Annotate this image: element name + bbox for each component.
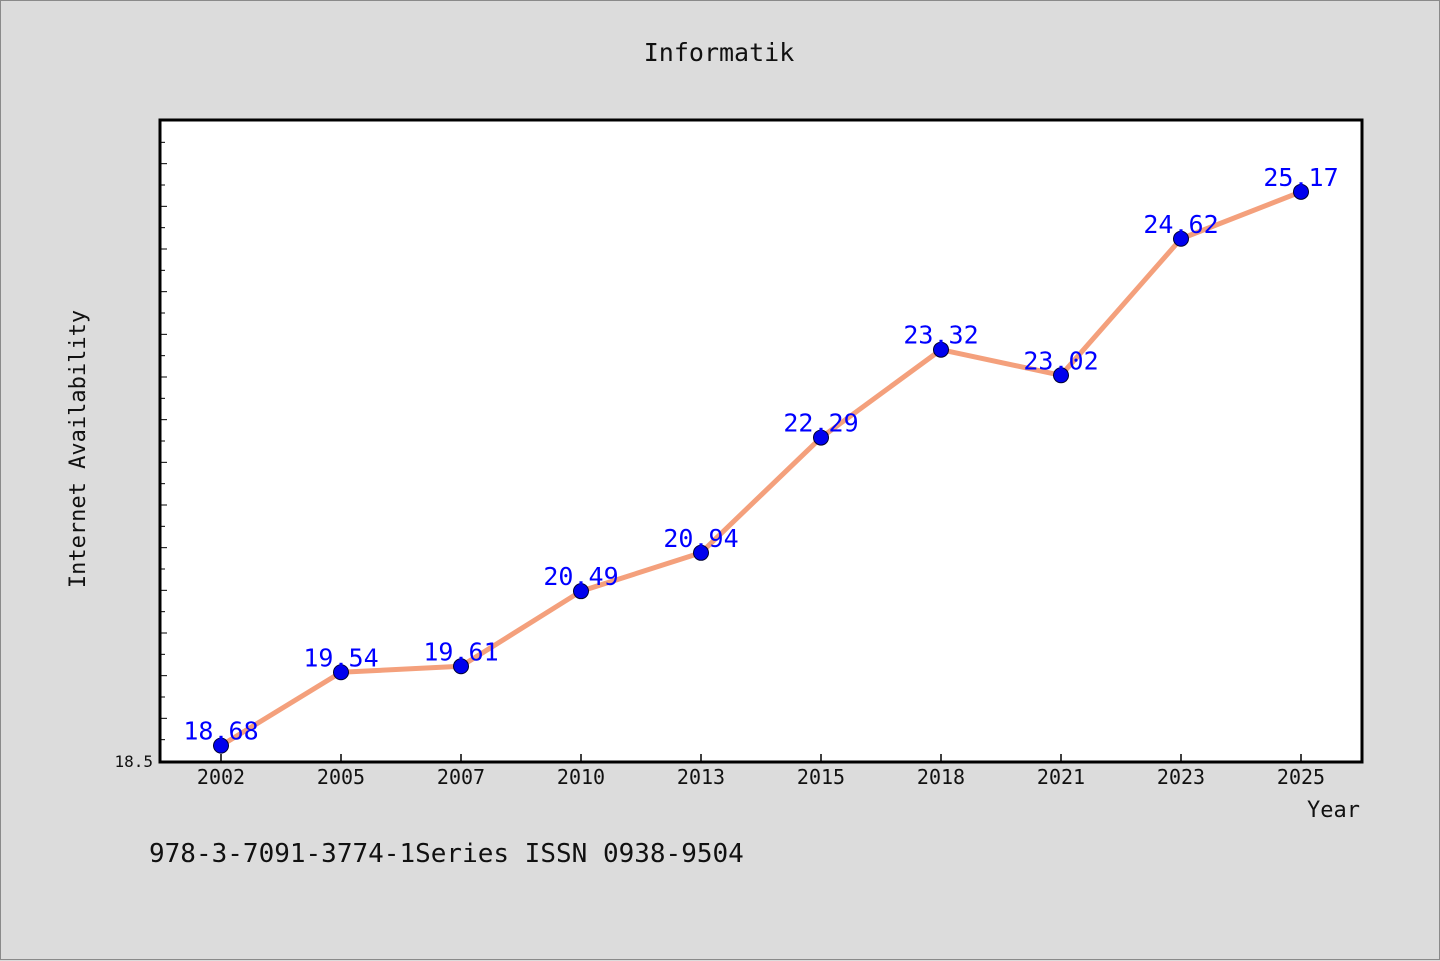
x-tick-label: 2010 xyxy=(557,765,605,789)
x-tick-label: 2013 xyxy=(677,765,725,789)
data-point xyxy=(453,658,469,675)
plot-area xyxy=(158,118,1364,764)
x-tick-label: 2021 xyxy=(1037,765,1085,789)
data-point xyxy=(333,664,349,681)
data-label: 22.29 xyxy=(783,409,858,438)
series-line xyxy=(218,189,1304,749)
data-point xyxy=(933,341,949,358)
data-label: 24.62 xyxy=(1143,210,1218,239)
x-tick-label: 2007 xyxy=(437,765,485,789)
data-label: 23.02 xyxy=(1023,346,1098,375)
data-point xyxy=(813,429,829,446)
x-tick-label: 2005 xyxy=(317,765,365,789)
x-tick-label: 2002 xyxy=(197,765,245,789)
data-label: 18.68 xyxy=(183,717,258,746)
data-point xyxy=(1293,183,1309,200)
data-labels: 18.68 19.54 19.61 20.49 20.94 22.29 23.32 23.02… xyxy=(183,163,1338,746)
x-axis-ticks xyxy=(220,754,1302,761)
x-axis-tick-labels: 2002 2005 2007 2010 2013 2015 2018 2021 2023 2025 xyxy=(197,765,1325,789)
x-tick-label: 2023 xyxy=(1157,765,1205,789)
data-point xyxy=(1173,230,1189,247)
x-axis-label: Year xyxy=(1307,798,1360,823)
y-tick-label: 18.5 xyxy=(114,752,153,771)
y-axis-ticks xyxy=(161,120,167,762)
data-label: 19.61 xyxy=(423,637,498,666)
chart-title: Informatik xyxy=(644,38,795,67)
data-point xyxy=(1053,367,1069,384)
data-label: 20.94 xyxy=(663,524,738,553)
x-tick-label: 2015 xyxy=(797,765,845,789)
data-markers xyxy=(213,183,1309,754)
x-tick-label: 2025 xyxy=(1277,765,1325,789)
data-point xyxy=(213,737,229,754)
footer-text: 978-3-7091-3774-1Series ISSN 0938-9504 xyxy=(149,839,744,869)
data-point xyxy=(693,544,709,561)
data-label: 25.17 xyxy=(1263,163,1338,192)
y-axis-label: Internet Availability xyxy=(66,310,91,588)
data-point xyxy=(573,583,589,600)
data-label: 23.32 xyxy=(903,321,978,350)
data-label: 19.54 xyxy=(303,643,378,672)
data-label: 20.49 xyxy=(543,562,618,591)
x-tick-label: 2018 xyxy=(917,765,965,789)
